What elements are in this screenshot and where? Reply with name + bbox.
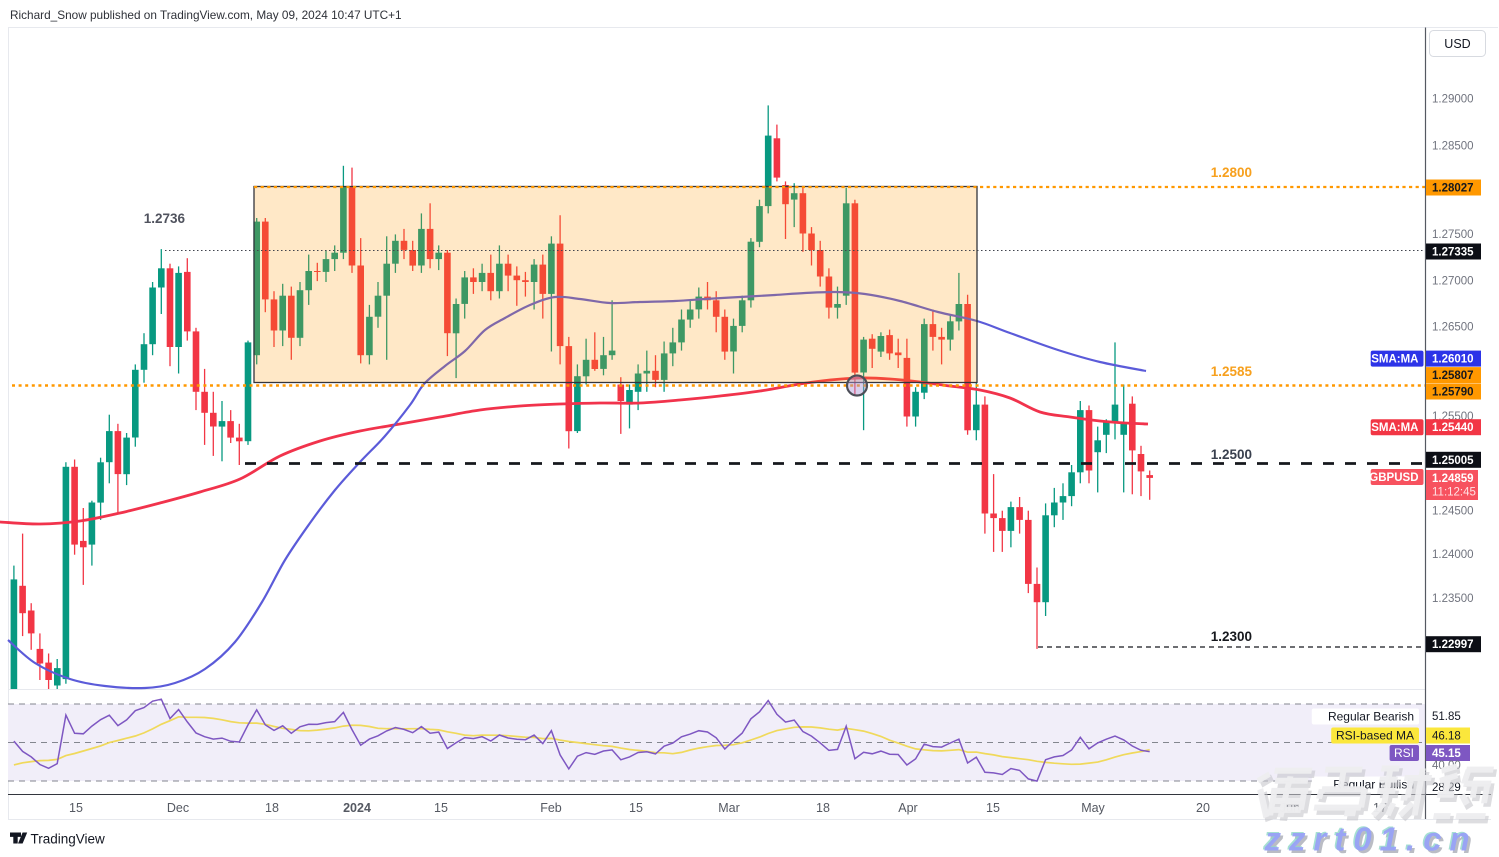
svg-text:1.22997: 1.22997 [1432, 639, 1474, 651]
svg-text:USD: USD [1444, 37, 1470, 51]
svg-text:1.2585: 1.2585 [1211, 364, 1253, 379]
svg-text:18: 18 [265, 801, 279, 815]
svg-text:1.24000: 1.24000 [1432, 549, 1474, 561]
svg-text:1.2800: 1.2800 [1211, 165, 1252, 180]
svg-text:1.2500: 1.2500 [1211, 447, 1252, 462]
svg-text:15: 15 [434, 801, 448, 815]
svg-text:1.24859: 1.24859 [1432, 473, 1474, 485]
svg-text:15: 15 [986, 801, 1000, 815]
svg-text:RSI: RSI [1394, 746, 1414, 760]
svg-text:1.28027: 1.28027 [1432, 183, 1474, 195]
svg-text:SMA:MA: SMA:MA [1371, 422, 1418, 434]
svg-text:11:12:45: 11:12:45 [1432, 487, 1476, 499]
svg-text:zzrt01.cn: zzrt01.cn [1266, 823, 1480, 857]
svg-text:18: 18 [816, 801, 830, 815]
svg-text:1.27000: 1.27000 [1432, 276, 1474, 288]
svg-text:zzrt01.cn: zzrt01.cn [1264, 821, 1478, 857]
svg-text:1.28500: 1.28500 [1432, 141, 1474, 153]
svg-text:1.2736: 1.2736 [144, 211, 186, 226]
svg-text:2024: 2024 [343, 801, 371, 815]
svg-text:zzrt01.cn: zzrt01.cn [1262, 820, 1476, 857]
svg-text:1.25005: 1.25005 [1432, 455, 1474, 467]
svg-text:46.18: 46.18 [1432, 731, 1461, 743]
svg-text:1.2300: 1.2300 [1211, 629, 1252, 644]
svg-text:1.29000: 1.29000 [1432, 94, 1474, 106]
svg-text:1.27500: 1.27500 [1432, 229, 1474, 241]
svg-text:Dec: Dec [167, 801, 189, 815]
svg-text:15: 15 [69, 801, 83, 815]
svg-text:45.15: 45.15 [1432, 748, 1461, 760]
svg-text:Richard_Snow published on Trad: Richard_Snow published on TradingView.co… [10, 8, 402, 22]
svg-text:Mar: Mar [718, 801, 740, 815]
svg-text:SMA:MA: SMA:MA [1371, 354, 1418, 366]
svg-text:1.26010: 1.26010 [1432, 354, 1474, 366]
svg-text:20: 20 [1196, 801, 1210, 815]
svg-text:Regular Bearish: Regular Bearish [1328, 710, 1414, 724]
svg-text:TradingView: TradingView [31, 832, 106, 847]
svg-text:51.85: 51.85 [1432, 711, 1461, 723]
svg-text:1.24500: 1.24500 [1432, 505, 1474, 517]
svg-text:Feb: Feb [540, 801, 562, 815]
svg-text:1.27335: 1.27335 [1432, 247, 1474, 259]
svg-text:1.26500: 1.26500 [1432, 322, 1474, 334]
svg-text:1.25440: 1.25440 [1432, 422, 1474, 434]
svg-text:Apr: Apr [898, 801, 917, 815]
svg-text:GBPUSD: GBPUSD [1369, 472, 1418, 484]
svg-text:RSI-based MA: RSI-based MA [1336, 729, 1414, 743]
svg-text:1.23500: 1.23500 [1432, 593, 1474, 605]
svg-text:1.25807: 1.25807 [1432, 370, 1474, 382]
svg-text:15: 15 [629, 801, 643, 815]
svg-text:1.25790: 1.25790 [1432, 387, 1474, 399]
svg-text:May: May [1081, 801, 1105, 815]
